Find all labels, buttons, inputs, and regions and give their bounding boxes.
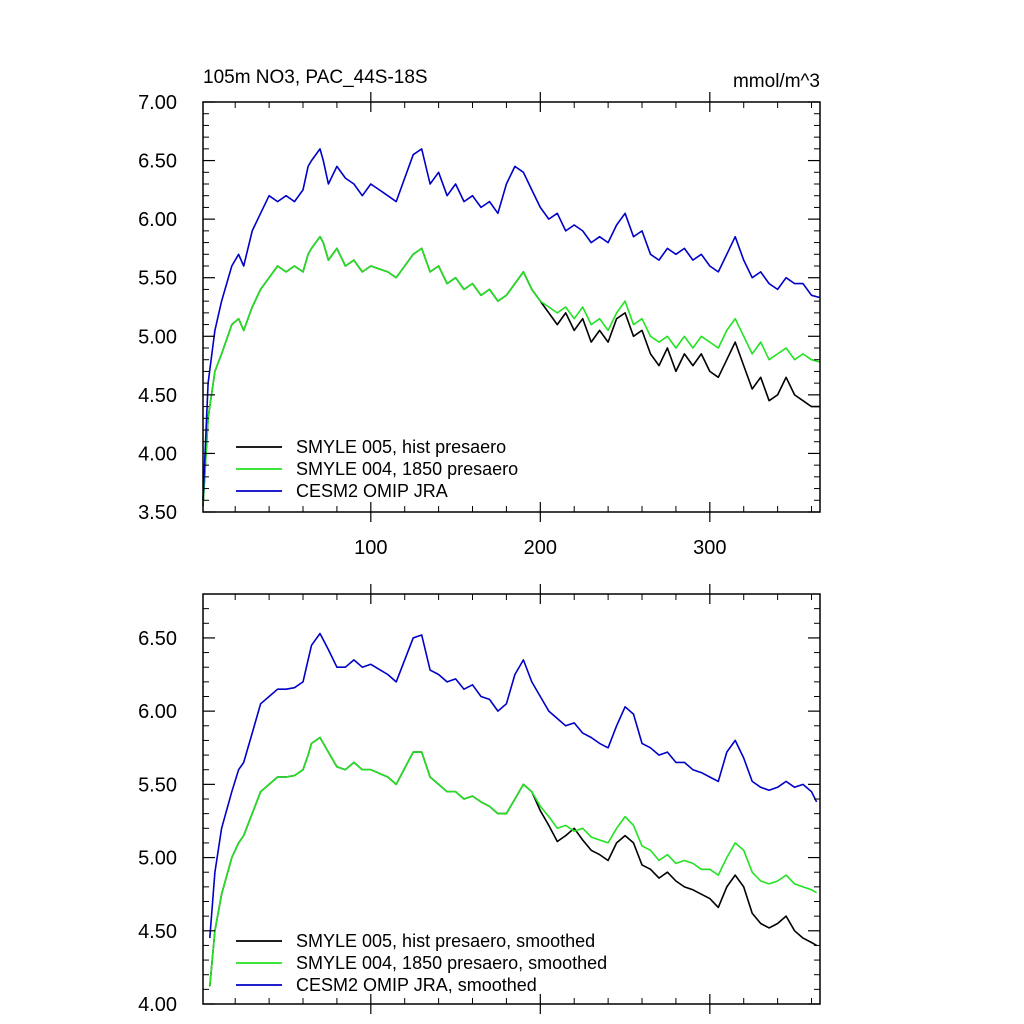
top-series-line-2 bbox=[202, 148, 821, 501]
top-x-tick-label: 100 bbox=[354, 537, 387, 559]
bottom-y-tick-label: 5.00 bbox=[138, 848, 177, 870]
top-y-tick-label: 7.00 bbox=[138, 92, 177, 114]
bottom-legend-label: SMYLE 005, hist presaero, smoothed bbox=[296, 931, 595, 951]
bottom-y-tick-label: 6.00 bbox=[138, 701, 177, 723]
top-y-tick-label: 6.00 bbox=[138, 209, 177, 231]
top-series-line-1 bbox=[202, 235, 821, 507]
top-y-tick-label: 5.00 bbox=[138, 326, 177, 348]
top-y-tick-label: 5.50 bbox=[138, 268, 177, 290]
top-x-tick-label: 200 bbox=[524, 537, 557, 559]
chart-title: 105m NO3, PAC_44S-18S bbox=[203, 67, 428, 88]
top-plot-frame bbox=[202, 101, 821, 513]
top-axis-ticks bbox=[203, 92, 820, 522]
top-legend-label: CESM2 OMIP JRA bbox=[296, 481, 448, 501]
bottom-legend-label: SMYLE 004, 1850 presaero, smoothed bbox=[296, 953, 607, 973]
bottom-plot-frame bbox=[202, 593, 821, 1005]
top-legend-label: SMYLE 004, 1850 presaero bbox=[296, 459, 518, 479]
top-legend-label: SMYLE 005, hist presaero bbox=[296, 437, 506, 457]
bottom-legend-label: CESM2 OMIP JRA, smoothed bbox=[296, 975, 537, 995]
bottom-series-line-2 bbox=[209, 632, 818, 939]
bottom-y-tick-label: 4.00 bbox=[138, 994, 177, 1016]
top-y-tick-label: 6.50 bbox=[138, 151, 177, 173]
top-x-tick-label: 300 bbox=[693, 537, 726, 559]
bottom-legend: SMYLE 005, hist presaero, smoothedSMYLE … bbox=[236, 931, 607, 995]
top-axis-labels: 100 200 300 3.50 4.00 4.50 5.00 5.50 6.00 6.50 7.0… bbox=[138, 92, 726, 559]
bottom-series-lines bbox=[209, 632, 818, 987]
top-panel: 105m NO3, PAC_44S-18S mmol/m^3 100 200 300… bbox=[138, 67, 821, 559]
top-series-lines bbox=[202, 148, 821, 507]
bottom-axis-labels: 4.00 4.50 5.00 5.50 6.00 6.50 bbox=[138, 628, 177, 1016]
bottom-y-tick-label: 4.50 bbox=[138, 921, 177, 943]
bottom-series-line-1 bbox=[209, 736, 817, 987]
units-label: mmol/m^3 bbox=[733, 71, 820, 92]
top-y-tick-label: 4.50 bbox=[138, 385, 177, 407]
bottom-y-tick-label: 6.50 bbox=[138, 628, 177, 650]
bottom-y-tick-label: 5.50 bbox=[138, 774, 177, 796]
bottom-panel: 4.00 4.50 5.00 5.50 6.00 6.50 SMYLE 005, hist… bbox=[138, 584, 821, 1016]
top-y-tick-label: 3.50 bbox=[138, 502, 177, 524]
top-y-tick-label: 4.00 bbox=[138, 443, 177, 465]
